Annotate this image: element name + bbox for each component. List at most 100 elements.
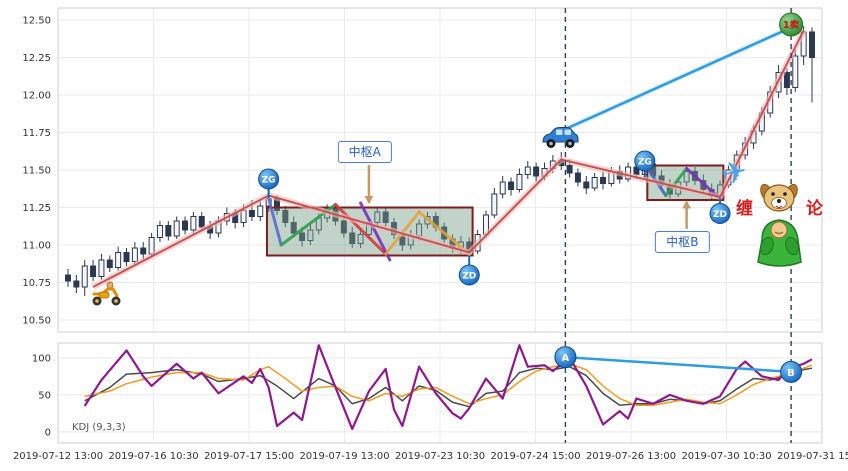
y-axis-tick-label: 10.75: [22, 278, 51, 289]
x-axis-tick-label: 2019-07-12 13:00: [13, 451, 103, 462]
mascot-drawing: [757, 183, 802, 267]
candle-body: [299, 232, 306, 241]
candle-body: [156, 225, 163, 238]
chan-stroke: [664, 167, 689, 197]
marker-label: ZG: [262, 176, 276, 186]
y-axis-tick-label: 11.75: [22, 128, 51, 139]
sell-1-label: 1卖: [783, 19, 800, 31]
candle-body: [248, 210, 255, 217]
candle-body: [198, 216, 205, 228]
candle-body: [190, 216, 197, 231]
candle-body: [81, 265, 88, 288]
kdj-y-tick-label: 100: [32, 353, 51, 364]
kdj-a-marker[interactable]: [554, 346, 577, 369]
marker-label: ZD: [462, 272, 476, 282]
y-axis-tick-label: 10.50: [22, 316, 51, 327]
zg-marker[interactable]: [258, 168, 280, 190]
chan-stroke: [267, 197, 283, 247]
x-axis-tick-label: 2019-07-24 15:00: [490, 451, 580, 462]
brand-text-right: 论: [806, 199, 823, 219]
candle-body: [591, 177, 598, 189]
candle-body: [340, 220, 347, 234]
marker-label: ZD: [713, 210, 727, 220]
brand-mascot: 缠 论: [734, 180, 844, 275]
candle-body: [508, 181, 515, 190]
candle-body: [574, 172, 581, 183]
x-axis-tick-label: 2019-07-19 13:00: [299, 451, 389, 462]
y-axis-tick-label: 11.25: [22, 203, 51, 214]
kdj-ab-line: [565, 355, 792, 374]
candle-body: [566, 165, 573, 174]
candle-body: [382, 211, 389, 223]
y-axis-tick-label: 12.25: [22, 53, 51, 64]
candle-body: [257, 205, 264, 217]
candle-body: [533, 166, 540, 177]
candle-body: [374, 211, 381, 223]
candle-body: [809, 31, 815, 58]
candle-body: [792, 55, 799, 88]
kdj-indicator-label: KDJ (9,3,3): [72, 422, 126, 433]
candle-body: [491, 193, 498, 216]
x-axis-tick-label: 2019-07-23 10:30: [395, 451, 485, 462]
x-axis-tick-label: 2019-07-26 13:00: [586, 451, 676, 462]
marker-label: ZG: [638, 158, 652, 168]
pivot-arrowhead: [364, 196, 374, 204]
kdj-marker-label: B: [787, 368, 795, 379]
candle-body: [98, 259, 105, 277]
candle-body: [173, 220, 180, 237]
candle-body: [683, 171, 690, 183]
kdj-b-marker[interactable]: [780, 360, 803, 383]
y-axis-tick-label: 11.50: [22, 166, 51, 177]
zd-marker[interactable]: [458, 264, 480, 286]
kdj-y-tick-label: 50: [38, 390, 51, 401]
candle-body: [516, 174, 523, 190]
kdj-panel-border: [57, 342, 823, 444]
candle-body: [182, 220, 189, 231]
candle-body: [131, 247, 138, 262]
chan-stroke: [417, 210, 471, 256]
zd-marker[interactable]: [709, 203, 731, 224]
candle-body: [583, 181, 590, 189]
x-axis-tick-label: 2019-07-30 10:30: [681, 451, 771, 462]
candle-body: [140, 247, 147, 255]
x-axis-tick-label: 2019-07-17 15:00: [204, 451, 294, 462]
candle-body: [524, 166, 531, 175]
scooter-icon: [90, 280, 124, 311]
y-axis-tick-label: 12.00: [22, 91, 51, 102]
y-axis-tick-label: 11.00: [22, 241, 51, 252]
pivot-a-label: 中枢A: [337, 141, 392, 163]
candle-body: [123, 252, 130, 262]
zg-marker[interactable]: [634, 150, 656, 172]
candle-body: [357, 234, 364, 244]
blue-trendline: [560, 26, 792, 133]
candle-body: [65, 274, 71, 282]
sell-1-marker[interactable]: [779, 12, 804, 37]
kdj-marker-label: A: [562, 353, 570, 364]
kdj-y-tick-label: 0: [45, 427, 51, 438]
candle-body: [73, 280, 80, 288]
candle-body: [307, 229, 314, 241]
kdj-line-j: [83, 344, 813, 431]
brand-text-left: 缠: [736, 199, 753, 219]
candle-body: [290, 222, 297, 234]
candle-body: [499, 181, 506, 195]
pivot-arrowhead: [682, 200, 692, 209]
x-axis-tick-label: 2019-07-31 15:00: [777, 451, 848, 462]
pivot-b-label: 中枢B: [655, 231, 710, 253]
price-panel-border: [57, 7, 823, 333]
car-icon: [540, 126, 580, 154]
y-axis-tick-label: 12.50: [22, 16, 51, 27]
candle-body: [148, 237, 155, 255]
candle-body: [600, 177, 607, 184]
candle-body: [90, 265, 97, 277]
candle-body: [783, 72, 790, 88]
candle-body: [165, 225, 172, 237]
candle-body: [115, 252, 122, 268]
candle-body: [106, 259, 113, 268]
chan-stroke: [359, 201, 392, 262]
chan-stroke: [334, 203, 388, 256]
x-axis-tick-label: 2019-07-16 10:30: [108, 451, 198, 462]
candle-body: [349, 232, 356, 244]
